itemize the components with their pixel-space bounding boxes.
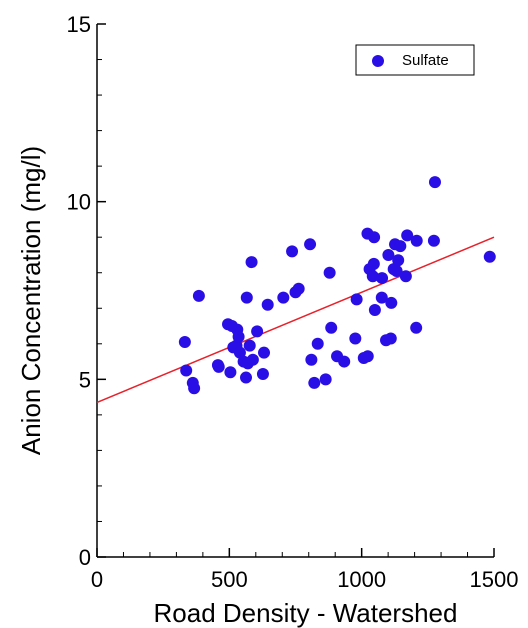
data-point: [261, 298, 274, 311]
data-point: [483, 250, 496, 263]
data-point: [292, 282, 305, 295]
data-point: [319, 373, 332, 386]
x-axis-title: Road Density - Watershed: [154, 598, 458, 628]
data-point: [376, 272, 389, 285]
data-point: [304, 238, 317, 251]
data-point: [368, 231, 381, 244]
data-point: [224, 366, 237, 379]
data-point: [240, 291, 253, 304]
data-point: [243, 339, 256, 352]
data-point: [311, 337, 324, 350]
trend-line-layer: [96, 236, 495, 404]
data-point: [232, 330, 245, 343]
data-point: [427, 234, 440, 247]
data-point: [428, 176, 441, 189]
data-point: [178, 336, 191, 349]
data-point: [382, 248, 395, 261]
data-point: [368, 304, 381, 317]
data-point: [401, 229, 414, 242]
data-point: [394, 240, 407, 253]
x-tick-label: 1500: [470, 567, 519, 592]
y-axis-title: Anion Concentration (mg/l): [16, 146, 46, 455]
axes: [96, 23, 495, 558]
data-point: [258, 346, 271, 359]
data-point: [392, 254, 405, 267]
data-points-layer: [178, 176, 496, 395]
data-point: [240, 371, 253, 384]
y-tick-label: 10: [67, 190, 91, 215]
data-point: [251, 325, 264, 338]
x-tick-label: 500: [211, 567, 248, 592]
data-point: [367, 257, 380, 270]
y-tick-label: 15: [67, 12, 91, 37]
trend-line: [96, 236, 495, 404]
data-point: [390, 264, 403, 277]
tick-labels-layer: 0 5 10 15 0 500 1000 1500: [67, 12, 519, 592]
data-point: [385, 296, 398, 309]
data-point: [361, 350, 374, 363]
data-point: [212, 360, 225, 373]
x-tick-label: 1000: [337, 567, 386, 592]
data-point: [308, 376, 321, 389]
data-point: [349, 332, 362, 345]
data-point: [188, 382, 201, 395]
y-tick-label: 0: [79, 545, 91, 570]
data-point: [338, 355, 351, 368]
data-point: [180, 364, 193, 377]
y-tick-label: 5: [79, 367, 91, 392]
data-point: [350, 293, 363, 306]
legend-marker-sulfate: [372, 55, 384, 67]
data-point: [277, 291, 290, 304]
data-point: [384, 332, 397, 345]
data-point: [256, 368, 269, 381]
data-point: [399, 270, 412, 283]
data-point: [286, 245, 299, 258]
data-point: [375, 291, 388, 304]
data-point: [325, 321, 338, 334]
data-point: [245, 256, 258, 269]
data-point: [323, 266, 336, 279]
legend: Sulfate: [355, 44, 475, 76]
data-point: [410, 321, 423, 334]
data-point: [366, 270, 379, 283]
data-point: [192, 289, 205, 302]
data-point: [410, 234, 423, 247]
data-point: [246, 353, 259, 366]
legend-label-sulfate: Sulfate: [402, 52, 449, 69]
data-point: [305, 353, 318, 366]
x-tick-label: 0: [91, 567, 103, 592]
